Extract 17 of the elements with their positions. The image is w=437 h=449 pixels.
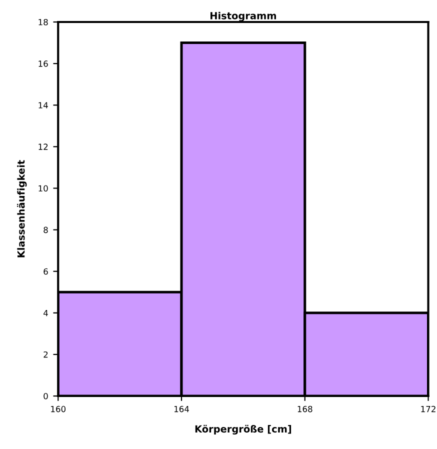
y-tick-label: 14 (38, 102, 48, 108)
y-tick-label: 16 (38, 60, 48, 67)
y-tick-label: 2 (44, 351, 48, 358)
x-tick-label: 160 (51, 406, 66, 412)
y-tick-label: 12 (38, 144, 48, 150)
x-axis-title: Körpergröße [cm] (195, 424, 292, 435)
chart-title: Histogramm (210, 12, 276, 22)
x-tick-label: 172 (421, 406, 436, 412)
y-tick-label: 0 (44, 393, 48, 400)
y-tick-label: 6 (44, 268, 48, 275)
x-tick-label: 164 (174, 406, 189, 412)
y-tick-label: 10 (38, 185, 48, 192)
y-tick-label: 4 (44, 310, 48, 316)
y-axis-title: Klassenhäufigkeit (17, 160, 27, 258)
y-tick-label: 8 (44, 226, 48, 234)
x-tick-label: 168 (298, 406, 312, 412)
y-tick-label: 18 (38, 18, 48, 26)
